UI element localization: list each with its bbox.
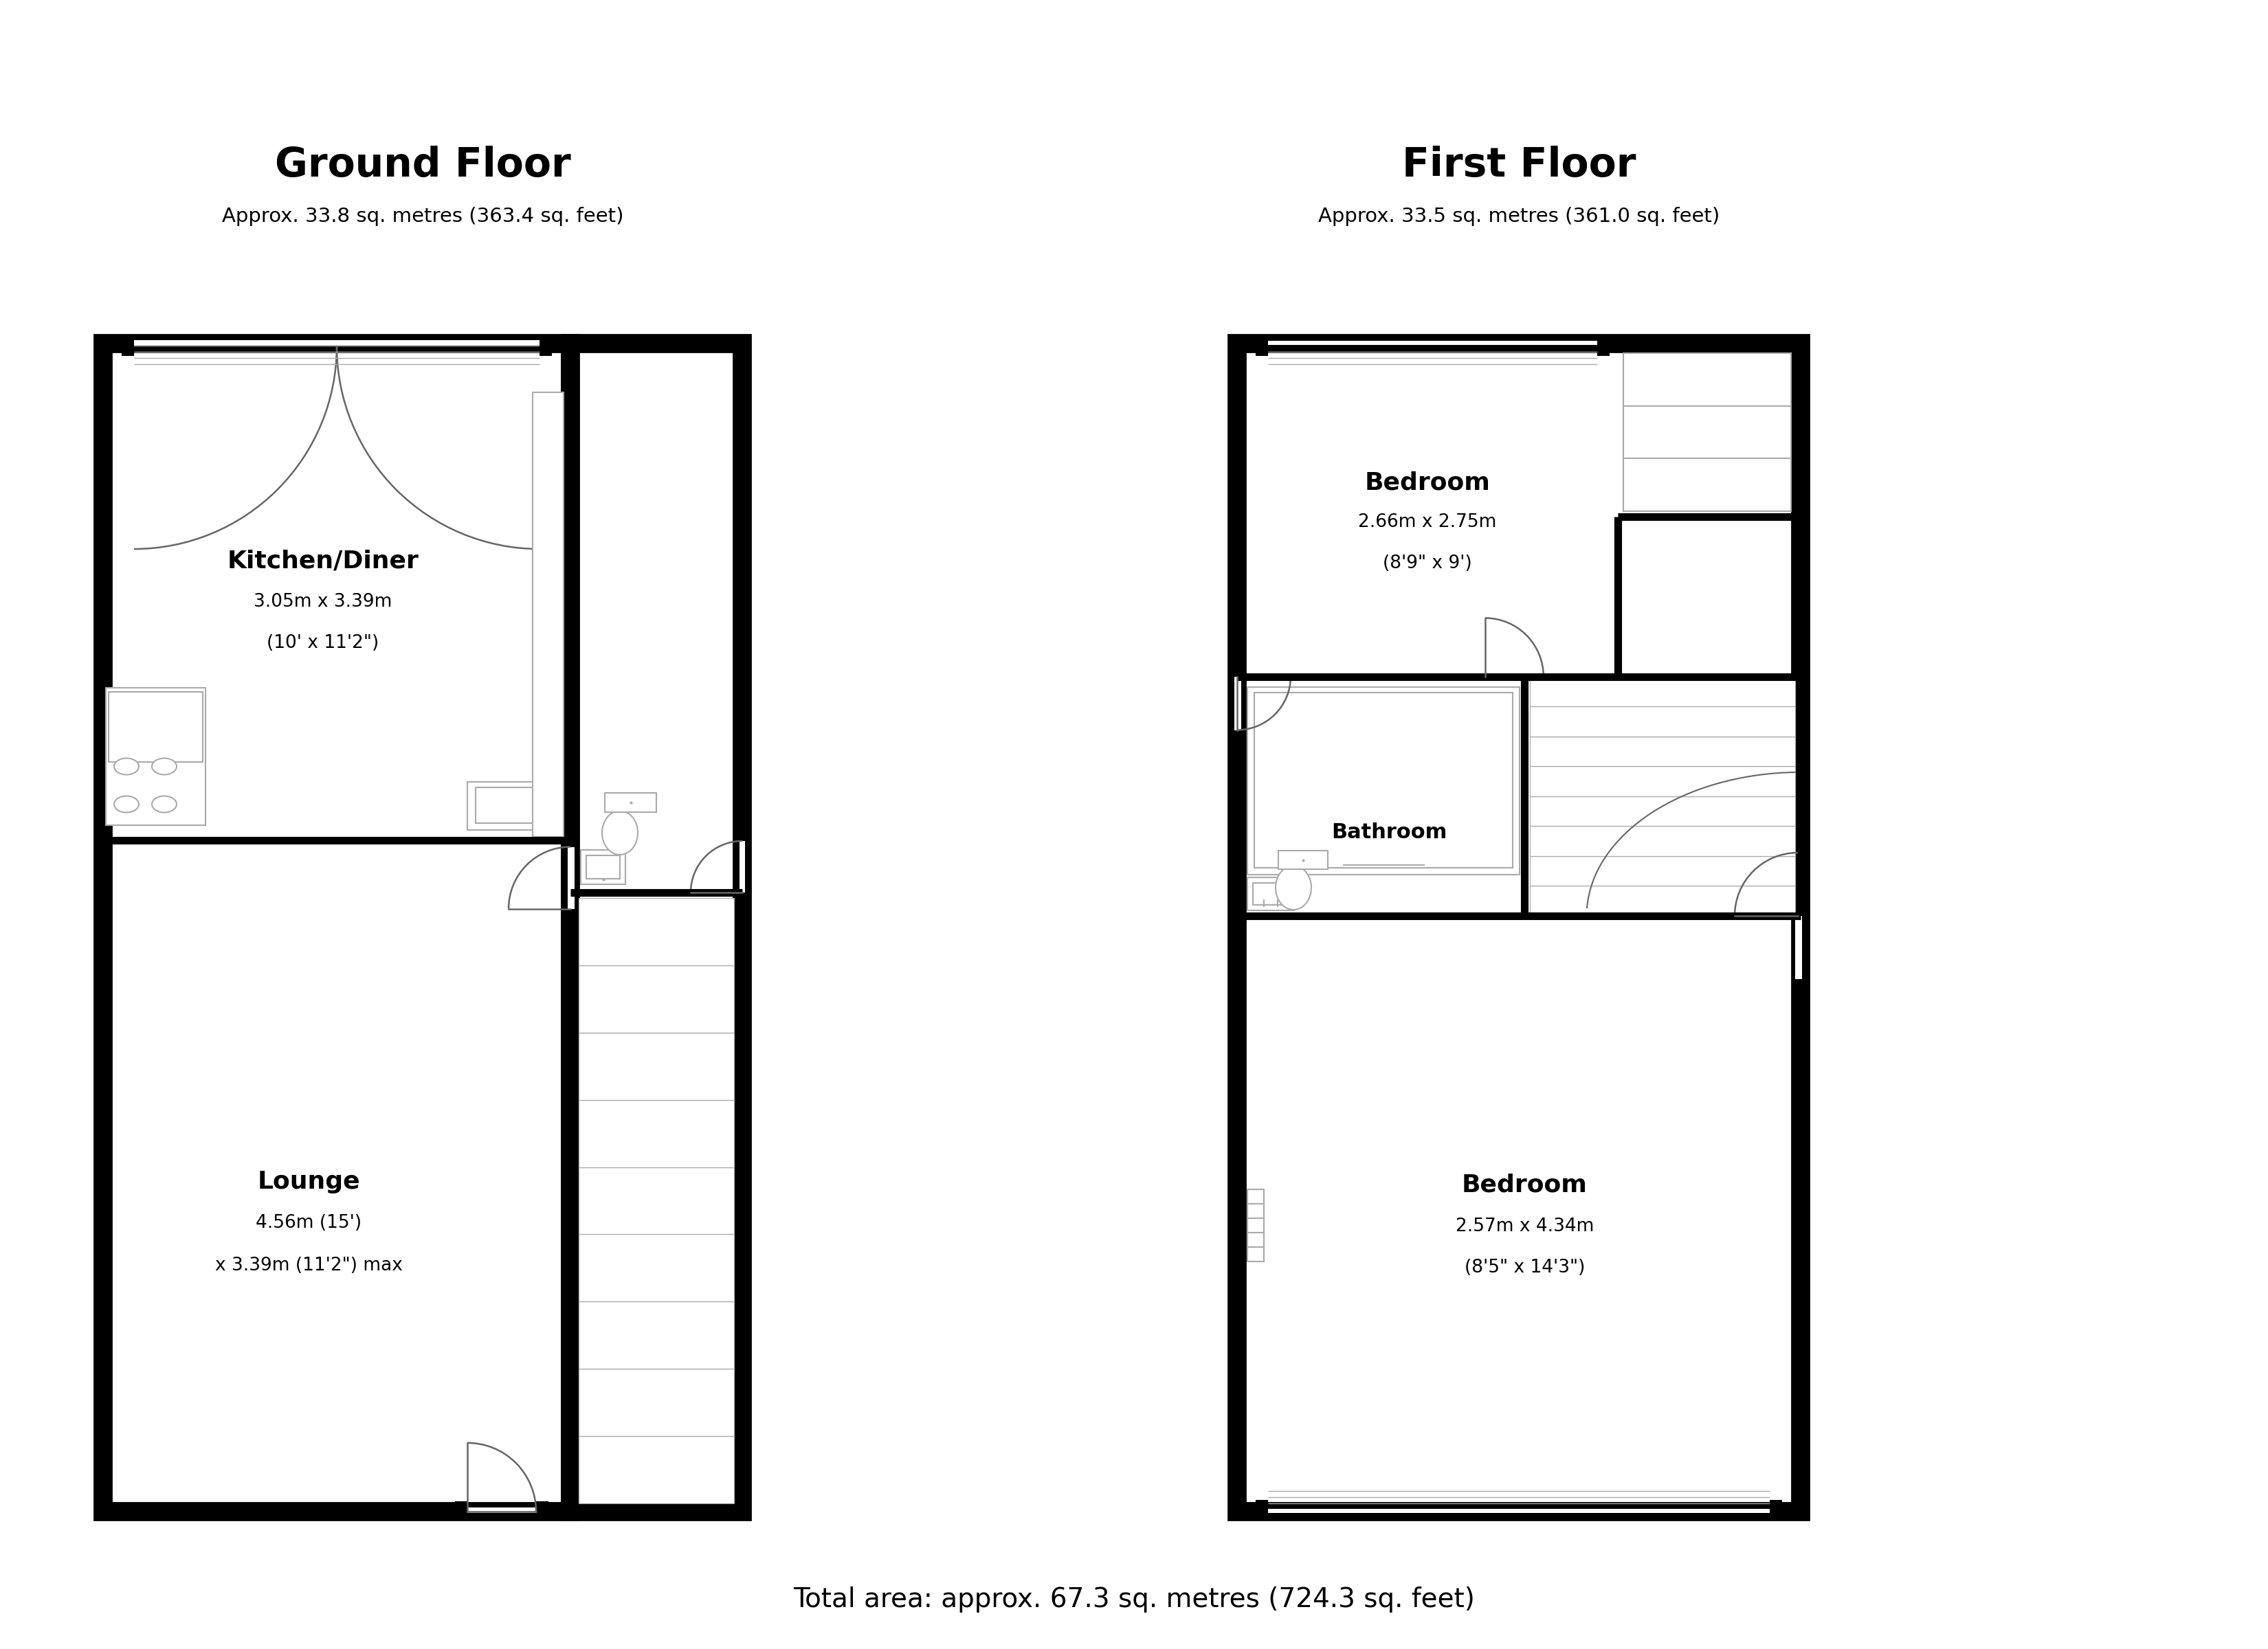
Bar bbox=[1268, 341, 1597, 345]
Bar bbox=[107, 688, 206, 824]
Text: First Floor: First Floor bbox=[1402, 145, 1635, 185]
Bar bbox=[134, 340, 540, 346]
Text: (10' x 11'2"): (10' x 11'2") bbox=[268, 635, 379, 653]
Bar bbox=[467, 1507, 535, 1514]
Text: Bathroom: Bathroom bbox=[1331, 823, 1447, 843]
Bar bbox=[1247, 686, 1520, 874]
Bar bbox=[1624, 353, 1792, 511]
Ellipse shape bbox=[113, 796, 138, 813]
Bar bbox=[533, 392, 562, 836]
Text: 2.57m x 4.34m: 2.57m x 4.34m bbox=[1456, 1217, 1594, 1235]
Ellipse shape bbox=[113, 759, 138, 775]
Text: (8'5" x 14'3"): (8'5" x 14'3") bbox=[1465, 1258, 1585, 1276]
Bar bbox=[1531, 676, 1796, 706]
Text: 3.05m x 3.39m: 3.05m x 3.39m bbox=[254, 594, 392, 612]
Bar bbox=[1247, 877, 1295, 910]
Bar bbox=[1268, 1509, 1769, 1514]
Bar bbox=[578, 1100, 735, 1167]
Ellipse shape bbox=[152, 759, 177, 775]
Bar bbox=[1256, 341, 1268, 356]
Bar bbox=[476, 787, 551, 823]
Bar bbox=[578, 899, 735, 965]
Bar bbox=[578, 1235, 735, 1301]
Bar bbox=[739, 841, 744, 892]
Bar bbox=[578, 1032, 735, 1100]
Bar bbox=[1234, 676, 1241, 731]
Bar bbox=[578, 1301, 735, 1369]
Bar bbox=[1531, 886, 1796, 915]
Bar bbox=[1531, 826, 1796, 856]
Text: Approx. 33.8 sq. metres (363.4 sq. feet): Approx. 33.8 sq. metres (363.4 sq. feet) bbox=[222, 206, 624, 226]
Bar bbox=[567, 848, 574, 909]
Text: 2.66m x 2.75m: 2.66m x 2.75m bbox=[1359, 513, 1497, 531]
Ellipse shape bbox=[601, 811, 637, 854]
Bar bbox=[535, 1501, 549, 1515]
Bar bbox=[1256, 1501, 1268, 1515]
Bar bbox=[1769, 1501, 1783, 1515]
Bar bbox=[109, 691, 202, 762]
Bar bbox=[1531, 796, 1796, 826]
Bar bbox=[456, 1501, 467, 1515]
Bar bbox=[1254, 693, 1513, 867]
Bar bbox=[540, 341, 551, 356]
Bar bbox=[1236, 343, 1801, 1512]
Text: Lounge: Lounge bbox=[256, 1171, 361, 1194]
Bar bbox=[578, 1436, 735, 1504]
Text: Ground Floor: Ground Floor bbox=[274, 145, 572, 185]
Text: Bedroom: Bedroom bbox=[1365, 472, 1490, 495]
Text: x 3.39m (11'2") max: x 3.39m (11'2") max bbox=[215, 1257, 401, 1275]
Bar bbox=[1531, 767, 1796, 796]
Bar bbox=[134, 341, 540, 345]
Bar bbox=[585, 856, 619, 879]
Bar bbox=[1252, 882, 1288, 905]
Bar bbox=[1279, 851, 1327, 869]
Text: Kitchen/Diner: Kitchen/Diner bbox=[227, 549, 420, 572]
Bar bbox=[1247, 1189, 1263, 1261]
Bar bbox=[1597, 341, 1610, 356]
Text: Approx. 33.5 sq. metres (361.0 sq. feet): Approx. 33.5 sq. metres (361.0 sq. feet) bbox=[1318, 206, 1719, 226]
Ellipse shape bbox=[1275, 866, 1311, 910]
Ellipse shape bbox=[152, 796, 177, 813]
Bar bbox=[467, 782, 560, 829]
Bar bbox=[606, 793, 655, 811]
Text: 4.56m (15'): 4.56m (15') bbox=[256, 1214, 361, 1232]
Bar bbox=[581, 849, 626, 884]
Bar bbox=[578, 1369, 735, 1436]
Bar bbox=[578, 1167, 735, 1235]
Text: Total area: approx. 67.3 sq. metres (724.3 sq. feet): Total area: approx. 67.3 sq. metres (724… bbox=[794, 1586, 1474, 1613]
Bar bbox=[1531, 737, 1796, 767]
Bar bbox=[102, 343, 572, 1512]
Text: (8'9" x 9'): (8'9" x 9') bbox=[1383, 554, 1472, 572]
Bar bbox=[1486, 673, 1545, 679]
Bar bbox=[1531, 856, 1796, 886]
Bar bbox=[578, 965, 735, 1032]
Bar bbox=[572, 343, 742, 1512]
Bar bbox=[1796, 915, 1803, 980]
Bar bbox=[1531, 706, 1796, 737]
Bar bbox=[122, 341, 134, 356]
Text: Bedroom: Bedroom bbox=[1461, 1172, 1588, 1197]
